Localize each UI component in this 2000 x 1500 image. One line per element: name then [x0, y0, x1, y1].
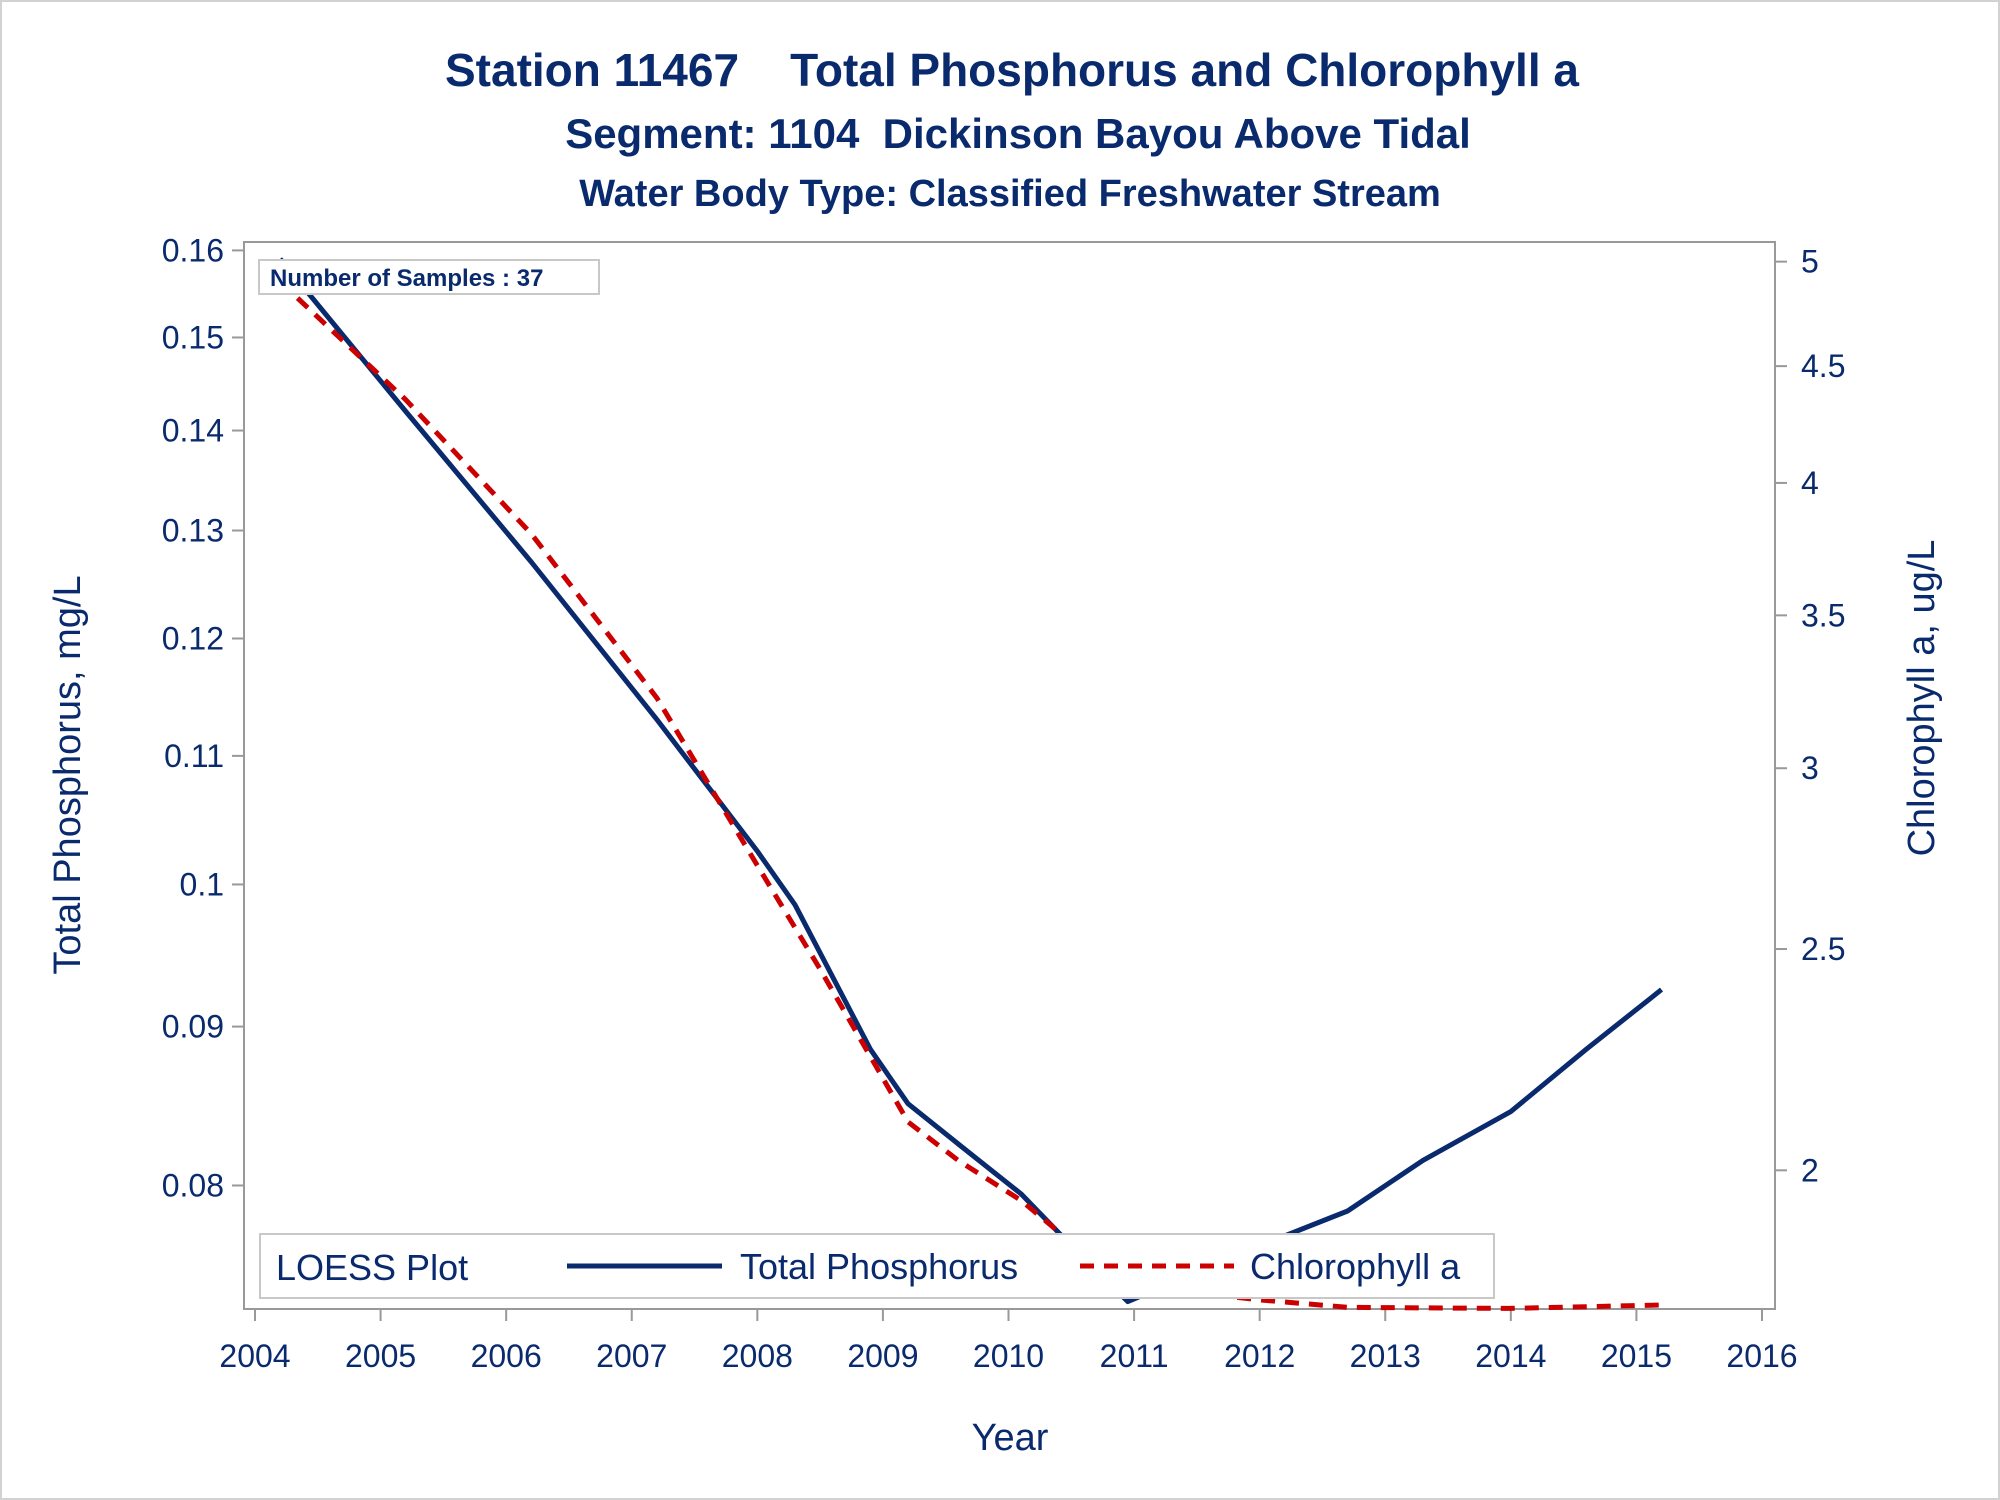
y2-tick-label: 4.5	[1801, 348, 1845, 384]
legend-label-total-phosphorus: Total Phosphorus	[740, 1246, 1018, 1287]
y2-tick-label: 4	[1801, 465, 1819, 501]
sample-count-inset: Number of Samples : 37	[258, 259, 600, 295]
series-layer	[278, 257, 1664, 1311]
x-tick-label: 2015	[1601, 1338, 1672, 1374]
chart-subtitle-2: Water Body Type: Classified Freshwater S…	[579, 173, 1441, 215]
x-tick-label: 2006	[471, 1338, 542, 1374]
x-tick-label: 2008	[722, 1338, 793, 1374]
x-tick-label: 2007	[596, 1338, 667, 1374]
y-axis-right: 2 2.5 3 3.5 4 4.5 5	[1775, 244, 1845, 1188]
y-tick-label: 0.15	[162, 319, 224, 355]
legend-label-chlorophyll-a: Chlorophyll a	[1250, 1246, 1461, 1287]
y-axis-left: 0.08 0.09 0.1 0.11 0.12 0.13 0.14 0.15 0.16	[162, 232, 244, 1203]
chart-title: Station 11467 Total Phosphorus and Chlor…	[445, 44, 1579, 96]
y-tick-label: 0.1	[180, 866, 224, 902]
y-tick-label: 0.14	[162, 413, 224, 449]
y-tick-label: 0.08	[162, 1167, 224, 1203]
sample-count-box	[258, 259, 600, 295]
x-tick-label: 2004	[219, 1338, 290, 1374]
x-tick-label: 2009	[847, 1338, 918, 1374]
y2-tick-label: 5	[1801, 244, 1819, 280]
y-axis-label: Total Phosphorus, mg/L	[47, 575, 89, 974]
plot-area	[243, 241, 1776, 1310]
y2-tick-label: 3.5	[1801, 597, 1845, 633]
y-tick-label: 0.12	[162, 620, 224, 656]
series-line-total-phosphorus	[278, 257, 1664, 1305]
x-tick-label: 2013	[1350, 1338, 1421, 1374]
x-axis-label: Year	[972, 1417, 1049, 1459]
y-tick-label: 0.09	[162, 1009, 224, 1045]
y2-tick-label: 2.5	[1801, 931, 1845, 967]
sample-count-text: Number of Samples : 37	[270, 265, 543, 292]
chart-subtitle: Segment: 1104 Dickinson Bayou Above Tida…	[565, 110, 1471, 157]
x-tick-label: 2005	[345, 1338, 416, 1374]
x-tick-label: 2016	[1726, 1338, 1797, 1374]
x-tick-label: 2012	[1224, 1338, 1295, 1374]
y2-tick-label: 3	[1801, 750, 1819, 786]
y-tick-label: 0.13	[162, 513, 224, 549]
legend: LOESS Plot Total Phosphorus Chlorophyll …	[259, 1233, 1495, 1299]
y-tick-label: 0.11	[164, 738, 224, 774]
titles: Station 11467 Total Phosphorus and Chlor…	[445, 44, 1579, 215]
x-tick-label: 2011	[1100, 1338, 1169, 1374]
legend-title: LOESS Plot	[276, 1247, 468, 1288]
series-line-chlorophyll-a	[278, 279, 1662, 1311]
legend-box	[259, 1233, 1495, 1299]
x-axis: 2004 2005 2006 2007 2008 2009 2010 2011 2012 2013…	[219, 1309, 1798, 1374]
x-tick-label: 2010	[973, 1338, 1044, 1374]
y2-axis-label: Chlorophyll a, ug/L	[1901, 540, 1943, 857]
x-tick-label: 2014	[1475, 1338, 1546, 1374]
y2-tick-label: 2	[1801, 1152, 1819, 1188]
y-tick-label: 0.16	[162, 232, 224, 268]
